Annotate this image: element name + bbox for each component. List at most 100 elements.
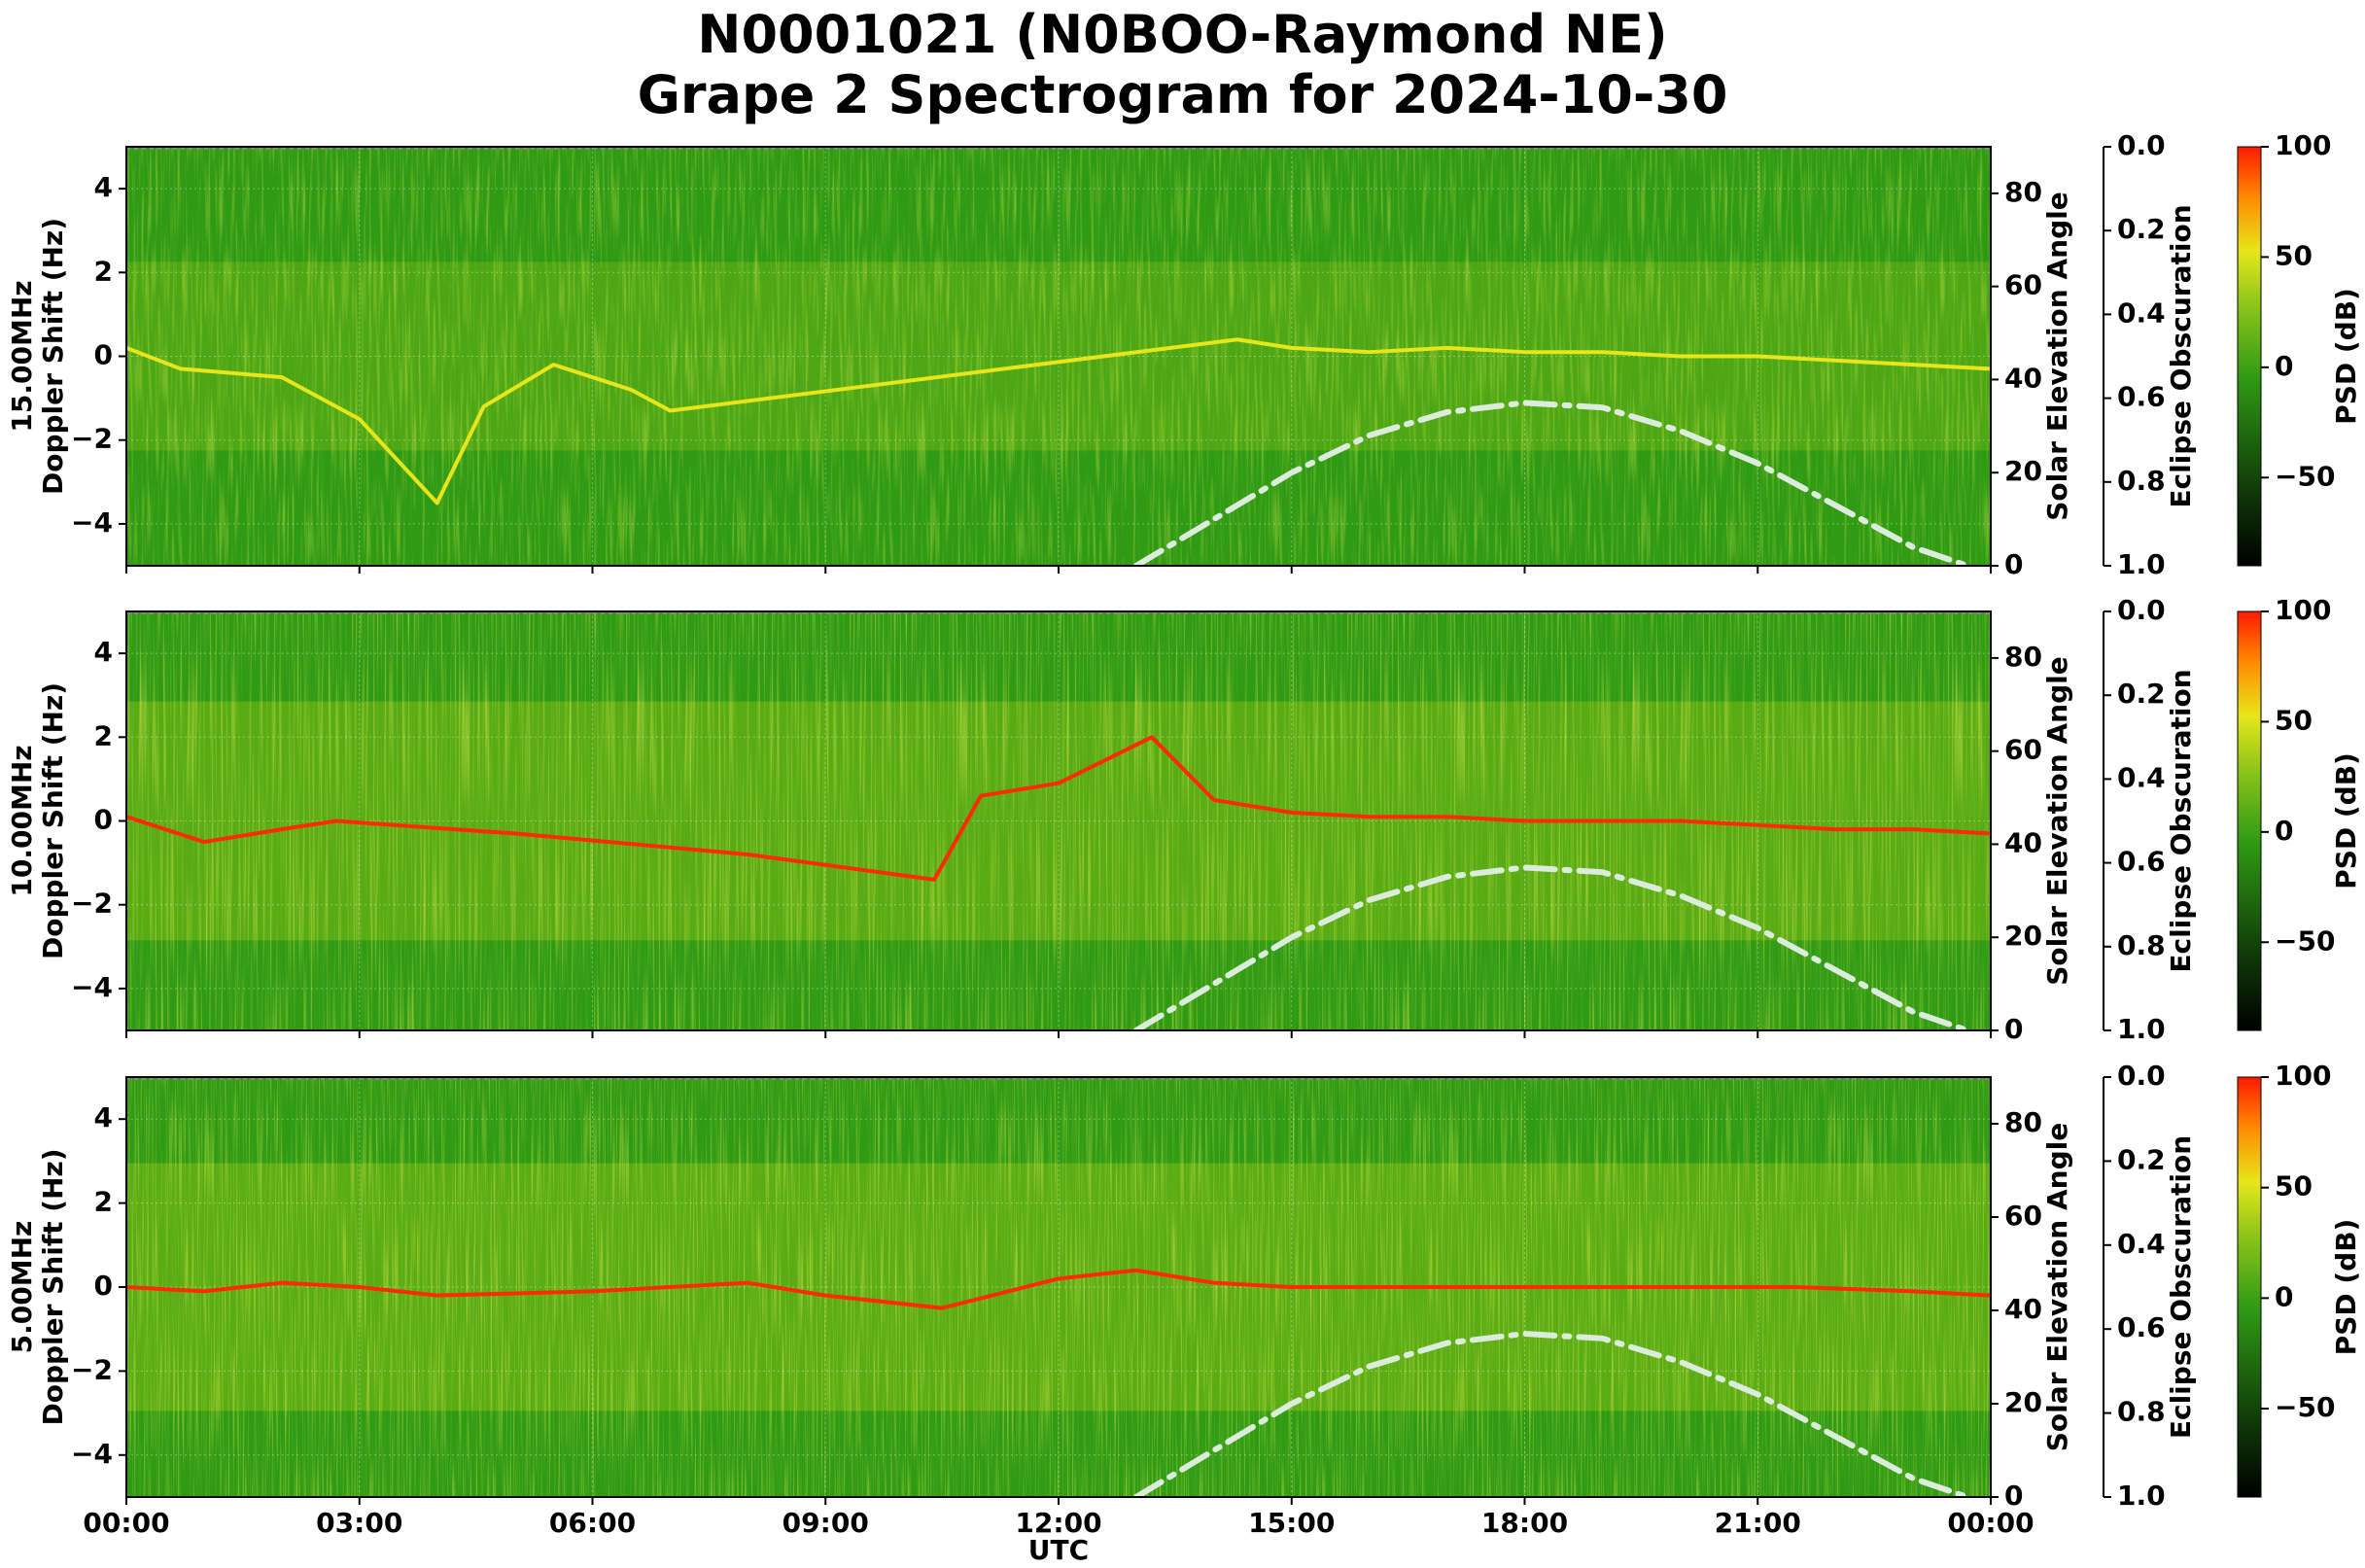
panel3-colorbar (2237, 1076, 2262, 1498)
panel3-xtick-label-2: 06:00 (549, 1507, 636, 1539)
panel3-eclipse-tick-label-5: 1.0 (2117, 1480, 2166, 1512)
panel3-cb-tick-label-0: 100 (2275, 1060, 2331, 1092)
panel3-elev-axis-label: Solar Elevation Angle (2041, 1123, 2073, 1451)
panel3-plot-area (126, 1077, 1991, 1497)
panel3-cb-tick-label-1: 50 (2275, 1170, 2313, 1202)
panel2-ytick-label-4: −4 (71, 971, 113, 1003)
panel1-ytick-label-4: −4 (71, 506, 113, 539)
panel1-elev-tick-label-3: 60 (2004, 269, 2042, 301)
panel1-eclipse-tick-label-4: 0.8 (2117, 465, 2166, 497)
panel3-ytick-label-3: −2 (71, 1353, 113, 1385)
panel2-ylabel-freq: 10.00MHz (6, 745, 38, 896)
panel2-elev-tick-label-3: 60 (2004, 734, 2042, 766)
panel1-plot-area (126, 147, 1991, 566)
panel3-elev-tick-label-4: 80 (2004, 1106, 2042, 1138)
panel1-elev-axis-label: Solar Elevation Angle (2041, 192, 2073, 520)
panel2-eclipse-tick-label-2: 0.4 (2117, 761, 2166, 793)
panel3-eclipse-tick-label-1: 0.2 (2117, 1143, 2166, 1175)
panel1-eclipse-tick-label-3: 0.6 (2117, 381, 2166, 413)
panel3-doppler-trace (126, 1268, 1991, 1310)
panel3-ytick-label-0: 4 (94, 1101, 113, 1133)
panel3-xtick-label-8: 00:00 (1947, 1507, 2034, 1539)
panel2-plot-area (126, 611, 1991, 1030)
panel1-ytick-label-3: −2 (71, 423, 113, 455)
panel1-solar-elevation-curve (1132, 400, 1971, 566)
panel2-elev-tick-label-0: 0 (2004, 1013, 2023, 1045)
panel3-eclipse-tick-label-4: 0.8 (2117, 1396, 2166, 1428)
panel3-xtick-label-7: 21:00 (1715, 1507, 1801, 1539)
panel3-eclipse-axis-label: Eclipse Obscuration (2165, 1135, 2197, 1439)
panel2-ytick-label-0: 4 (94, 636, 113, 668)
panel3-xtick-label-1: 03:00 (316, 1507, 402, 1539)
panel3-elev-tick-label-1: 20 (2004, 1386, 2042, 1418)
panel1-elev-tick-label-1: 20 (2004, 455, 2042, 487)
panel1-eclipse-axis-label: Eclipse Obscuration (2165, 204, 2197, 507)
panel3-ylabel-freq: 5.00MHz (6, 1221, 38, 1354)
panel1-elev-tick-label-4: 80 (2004, 176, 2042, 208)
panel2-eclipse-tick-label-5: 1.0 (2117, 1013, 2166, 1045)
panel3-xtick-label-5: 15:00 (1248, 1507, 1335, 1539)
panel1-ytick-label-2: 0 (94, 339, 113, 371)
panel1-cb-tick-label-3: −50 (2275, 460, 2335, 492)
panel1-doppler-trace (126, 337, 1991, 505)
panel1-ytick-label-0: 4 (94, 171, 113, 203)
panel3-elev-tick-label-0: 0 (2004, 1480, 2023, 1512)
panel1-eclipse-tick-label-0: 0.0 (2117, 129, 2166, 161)
panel2-eclipse-tick-label-0: 0.0 (2117, 594, 2166, 626)
panel1: 420−2−415.00MHz Doppler Shift (Hz)0204060… (6, 129, 2362, 580)
panel1-eclipse-tick-label-2: 0.4 (2117, 296, 2166, 329)
panel2-cb-tick-label-1: 50 (2275, 704, 2313, 736)
panel2-doppler-trace (126, 735, 1991, 882)
panel1-ylabel-doppler: Doppler Shift (Hz) (37, 218, 69, 495)
panel3-elev-tick-label-2: 40 (2004, 1293, 2042, 1325)
panel2-eclipse-tick-label-4: 0.8 (2117, 929, 2166, 961)
panel2-solar-elevation-curve (1132, 864, 1971, 1030)
panel2-elev-tick-label-4: 80 (2004, 641, 2042, 673)
panel1-cb-tick-label-2: 0 (2275, 350, 2293, 382)
panel3-colorbar-label: PSD (dB) (2330, 1219, 2362, 1356)
panel1-elev-tick-label-2: 40 (2004, 362, 2042, 394)
chart-title-line2: Grape 2 Spectrogram for 2024-10-30 (637, 64, 1728, 125)
panel3-eclipse-tick-label-0: 0.0 (2117, 1060, 2166, 1092)
panel2-cb-tick-label-3: −50 (2275, 924, 2335, 957)
panel3-eclipse-tick-label-3: 0.6 (2117, 1311, 2166, 1343)
panel2-ylabel-doppler: Doppler Shift (Hz) (37, 682, 69, 959)
panel1-colorbar (2237, 146, 2262, 567)
panel2-cb-tick-label-2: 0 (2275, 815, 2293, 847)
panel2-elev-axis-label: Solar Elevation Angle (2041, 656, 2073, 985)
panel3-xtick-label-3: 09:00 (783, 1507, 869, 1539)
panel3-xtick-label-0: 00:00 (83, 1507, 169, 1539)
panel1-colorbar-label: PSD (dB) (2330, 288, 2362, 425)
panel1-ylabel-freq: 15.00MHz (6, 280, 38, 432)
panel3-elev-tick-label-3: 60 (2004, 1200, 2042, 1232)
panel1-elev-tick-label-0: 0 (2004, 548, 2023, 580)
panel2-eclipse-tick-label-1: 0.2 (2117, 678, 2166, 710)
panel3-solar-elevation-curve (1132, 1330, 1971, 1497)
panel2-colorbar (2237, 610, 2262, 1031)
panel1-cb-tick-label-0: 100 (2275, 129, 2331, 161)
panel3-xtick-label-4: 12:00 (1015, 1507, 1101, 1539)
panel2: 420−2−410.00MHz Doppler Shift (Hz)0204060… (6, 594, 2362, 1045)
panel3-ytick-label-2: 0 (94, 1270, 113, 1302)
panel3-ytick-label-1: 2 (94, 1186, 113, 1218)
panel1-eclipse-tick-label-1: 0.2 (2117, 213, 2166, 245)
panel2-ytick-label-1: 2 (94, 719, 113, 751)
chart-title-line1: N0001021 (N0BOO-Raymond NE) (697, 4, 1668, 65)
panel2-ytick-label-2: 0 (94, 804, 113, 836)
panel3-xtick-label-6: 18:00 (1481, 1507, 1568, 1539)
panel3: 420−2−45.00MHz Doppler Shift (Hz)02040608… (6, 1060, 2362, 1539)
panel3-ytick-label-4: −4 (71, 1438, 113, 1470)
x-axis-label: UTC (1028, 1534, 1089, 1566)
panel2-eclipse-axis-label: Eclipse Obscuration (2165, 669, 2197, 972)
panel2-elev-tick-label-2: 40 (2004, 826, 2042, 858)
panel1-ytick-label-1: 2 (94, 255, 113, 287)
panel2-cb-tick-label-0: 100 (2275, 594, 2331, 626)
panel2-eclipse-tick-label-3: 0.6 (2117, 846, 2166, 878)
panel3-cb-tick-label-2: 0 (2275, 1280, 2293, 1312)
panel1-cb-tick-label-1: 50 (2275, 239, 2313, 271)
panel2-elev-tick-label-1: 20 (2004, 920, 2042, 952)
panel2-ytick-label-3: −2 (71, 888, 113, 920)
panel2-colorbar-label: PSD (dB) (2330, 752, 2362, 889)
panel3-eclipse-tick-label-2: 0.4 (2117, 1228, 2166, 1260)
